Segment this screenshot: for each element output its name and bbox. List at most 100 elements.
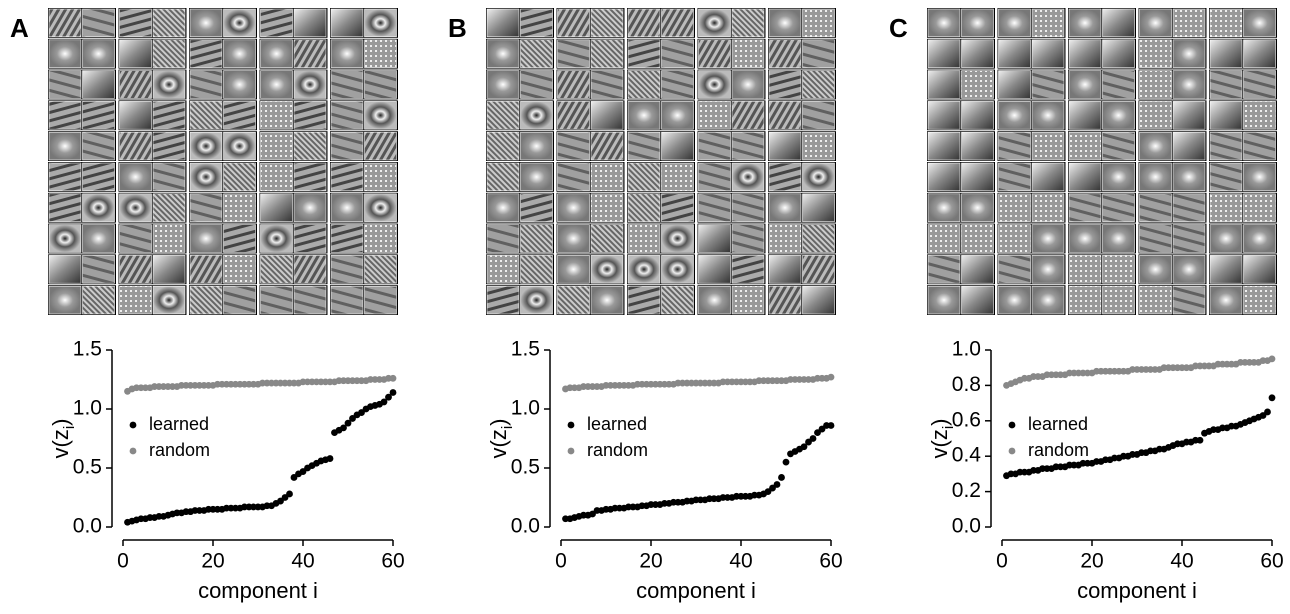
data-point bbox=[385, 393, 392, 401]
filter-image bbox=[223, 101, 256, 130]
filter-image bbox=[152, 193, 186, 222]
filter-image bbox=[1243, 70, 1276, 99]
filter-image bbox=[1209, 39, 1243, 68]
filter-image bbox=[1031, 70, 1065, 99]
filter-image bbox=[1139, 70, 1172, 99]
filter-image bbox=[119, 70, 152, 99]
x-axis-label: component i bbox=[1077, 578, 1197, 603]
filter-image bbox=[998, 285, 1031, 315]
filter-image bbox=[627, 39, 661, 68]
filter-image bbox=[731, 255, 765, 284]
filter-image bbox=[1243, 101, 1276, 130]
x-tick-label: 60 bbox=[819, 550, 842, 573]
filter-image bbox=[189, 101, 223, 130]
filter-image bbox=[48, 70, 82, 99]
filter-image bbox=[1139, 101, 1172, 130]
data-point bbox=[389, 374, 397, 382]
filter-image bbox=[927, 8, 961, 38]
filter-image bbox=[260, 285, 293, 315]
filter-image bbox=[1031, 131, 1065, 161]
filter-image bbox=[48, 193, 82, 222]
filter-image bbox=[1243, 8, 1276, 38]
filter-image bbox=[82, 101, 115, 130]
filter-image bbox=[961, 131, 994, 161]
filter-image bbox=[802, 39, 835, 68]
filter-image bbox=[1068, 224, 1102, 253]
filter-image bbox=[1209, 224, 1243, 253]
filter-image bbox=[1243, 131, 1276, 161]
x-tick-label: 0 bbox=[117, 550, 129, 573]
filter-image bbox=[486, 162, 520, 192]
filter-image bbox=[189, 193, 223, 222]
filter-image bbox=[1209, 70, 1243, 99]
filter-image bbox=[1172, 39, 1206, 68]
filter-image bbox=[731, 193, 765, 222]
filter-image bbox=[998, 70, 1031, 99]
filter-image bbox=[768, 39, 802, 68]
filter-image bbox=[961, 8, 994, 38]
filter-image bbox=[731, 131, 765, 161]
filter-image bbox=[998, 8, 1031, 38]
filter-image bbox=[698, 131, 731, 161]
filter-image bbox=[557, 39, 590, 68]
filter-image bbox=[293, 285, 327, 315]
filter-image bbox=[119, 255, 152, 284]
filter-image bbox=[1243, 162, 1276, 192]
filter-image bbox=[152, 224, 186, 253]
filter-image bbox=[557, 162, 590, 192]
filter-image bbox=[1031, 285, 1065, 315]
filter-image bbox=[1102, 224, 1135, 253]
filter-image bbox=[998, 224, 1031, 253]
filter-image bbox=[1031, 162, 1065, 192]
filter-image bbox=[189, 70, 223, 99]
filter-image bbox=[731, 224, 765, 253]
filter-image bbox=[520, 193, 553, 222]
filter-image bbox=[1209, 162, 1243, 192]
filter-image bbox=[768, 131, 802, 161]
filter-image bbox=[48, 162, 82, 192]
y-label-part: v(z bbox=[48, 429, 73, 458]
filter-image bbox=[802, 193, 835, 222]
filter-image bbox=[1172, 8, 1206, 38]
filter-image bbox=[260, 193, 293, 222]
x-tick-label: 60 bbox=[381, 550, 404, 573]
filter-image bbox=[486, 193, 520, 222]
filter-image bbox=[802, 8, 835, 38]
filter-image bbox=[520, 224, 553, 253]
filter-image bbox=[119, 162, 152, 192]
filter-image bbox=[731, 39, 765, 68]
y-tick-label: 1.5 bbox=[73, 338, 102, 361]
filter-image bbox=[364, 101, 397, 130]
filter-image bbox=[1068, 193, 1102, 222]
filter-image bbox=[557, 8, 590, 38]
data-point bbox=[1196, 436, 1204, 444]
filter-image bbox=[802, 255, 835, 284]
filter-image bbox=[152, 101, 186, 130]
filter-image bbox=[486, 8, 520, 38]
filter-image bbox=[1139, 162, 1172, 192]
filter-image bbox=[223, 70, 256, 99]
y-label-part: i bbox=[61, 426, 78, 429]
filter-image bbox=[661, 193, 694, 222]
filter-image bbox=[520, 101, 553, 130]
y-tick-label: 0.5 bbox=[511, 456, 540, 479]
filter-image bbox=[590, 224, 624, 253]
panel-label: B bbox=[448, 13, 467, 43]
filter-image bbox=[520, 8, 553, 38]
filter-image bbox=[1209, 193, 1243, 222]
filter-image bbox=[330, 131, 364, 161]
filter-image bbox=[768, 162, 802, 192]
filter-image bbox=[698, 101, 731, 130]
filter-image bbox=[364, 162, 397, 192]
filter-image bbox=[998, 162, 1031, 192]
filter-image bbox=[486, 39, 520, 68]
filter-image bbox=[364, 131, 397, 161]
filter-image bbox=[927, 162, 961, 192]
filter-image bbox=[768, 224, 802, 253]
filter-image bbox=[627, 70, 661, 99]
filter-image bbox=[1209, 101, 1243, 130]
filter-image bbox=[731, 8, 765, 38]
filter-image bbox=[1139, 39, 1172, 68]
filter-image bbox=[661, 131, 694, 161]
filter-image bbox=[1139, 285, 1172, 315]
